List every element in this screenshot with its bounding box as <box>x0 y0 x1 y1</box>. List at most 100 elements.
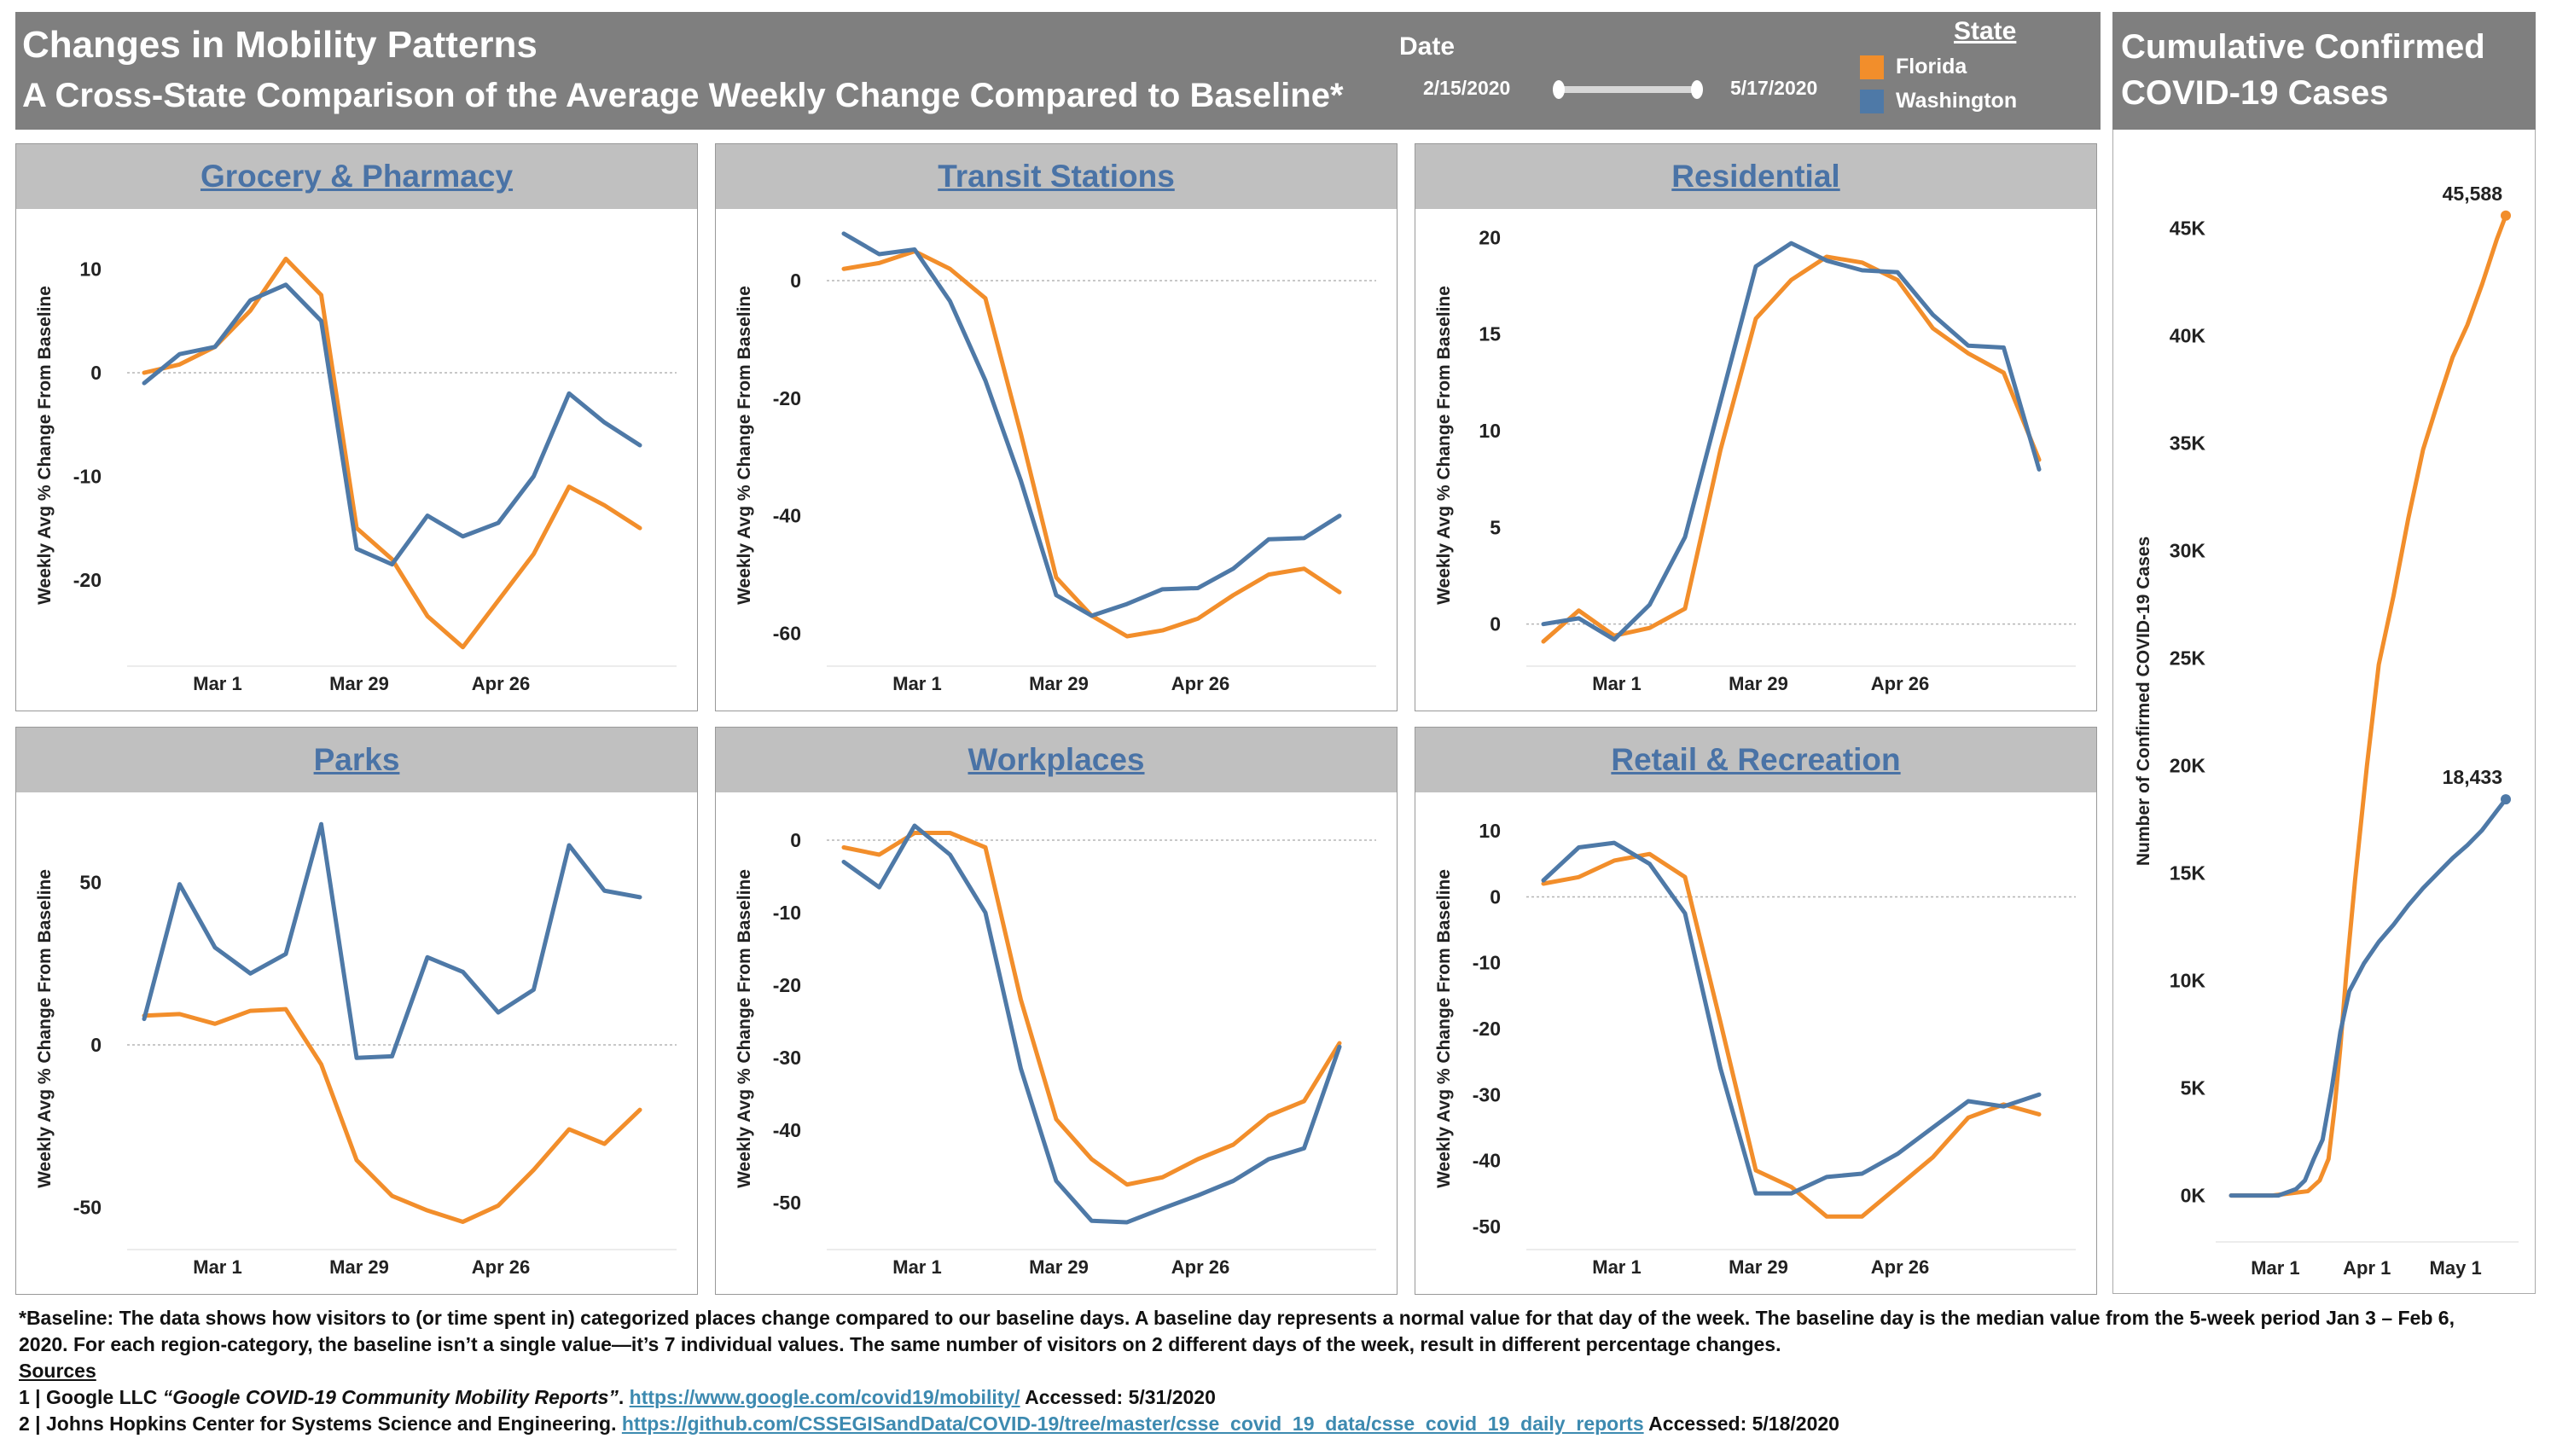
y-axis-label: Weekly Avg % Change From Baseline <box>35 869 55 1188</box>
legend-label: Washington <box>1896 89 2018 113</box>
y-tick-label: -20 <box>1473 1018 1501 1040</box>
series-line-florida <box>142 1006 642 1224</box>
y-tick-label: -50 <box>73 1196 102 1218</box>
series-end-marker <box>2501 210 2511 221</box>
panel-title[interactable]: Parks <box>313 742 400 777</box>
series-line-florida <box>2228 213 2508 1198</box>
series-end-marker <box>2501 794 2511 805</box>
y-axis-label: Weekly Avg % Change From Baseline <box>35 286 55 605</box>
date-filter-label: Date <box>1399 32 1456 61</box>
panel-title[interactable]: Transit Stations <box>938 159 1175 194</box>
series-line-washington <box>841 231 1342 618</box>
y-tick-label: 15 <box>1479 323 1501 345</box>
panel-title[interactable]: Workplaces <box>968 742 1145 777</box>
legend-swatch <box>1860 89 1884 113</box>
series-line-washington <box>142 821 642 1060</box>
x-tick-label: Apr 26 <box>1871 1256 1929 1278</box>
series-line-washington <box>841 823 1342 1225</box>
chart-retail-recreation: 10 0 -10 -20 -30 -40 -50 Mar 1 Mar 29 Apr 26 Weekl… <box>1434 820 2076 1278</box>
panel-title[interactable]: Grocery & Pharmacy <box>200 159 514 194</box>
x-tick-label: Mar 1 <box>1592 1256 1641 1278</box>
panel-title[interactable]: Residential <box>1671 159 1840 194</box>
x-tick-label: Mar 29 <box>329 1256 389 1278</box>
source-1-title: “Google COVID-19 Community Mobility Repo… <box>162 1386 619 1408</box>
y-axis-label: Weekly Avg % Change From Baseline <box>1434 869 1454 1188</box>
x-tick-label: Mar 1 <box>193 1256 241 1278</box>
y-tick-label: 5K <box>2181 1077 2206 1099</box>
source-1-link[interactable]: https://www.google.com/covid19/mobility/ <box>629 1386 1020 1408</box>
y-tick-label: 45K <box>2170 218 2206 240</box>
footer-notes: *Baseline: The data shows how visitors t… <box>19 1305 2536 1437</box>
chart-transit-stations: 0 -20 -40 -60 Mar 1 Mar 29 Apr 26 Weekly Avg % … <box>735 231 1376 694</box>
x-tick-label: Apr 26 <box>1171 1256 1229 1278</box>
date-slider-start-handle[interactable] <box>1553 80 1565 99</box>
series-line-florida <box>1541 851 2042 1219</box>
y-tick-label: -50 <box>1473 1215 1501 1238</box>
x-tick-label: Mar 29 <box>1729 673 1788 694</box>
series-end-label: 18,433 <box>2443 766 2502 788</box>
y-tick-label: 10 <box>79 258 102 281</box>
series-line-washington <box>142 282 642 567</box>
y-tick-label: 15K <box>2170 862 2206 885</box>
cases-panel: 45K 40K 35K 30K 25K 20K 15K 10K 5K 0K Mar 1 Apr 1 Ma… <box>2112 130 2536 1294</box>
panel-grocery-pharmacy: Grocery & Pharmacy 10 0 -10 -20 Mar 1 Mar 29 A… <box>15 143 698 711</box>
legend-swatch <box>1860 55 1884 79</box>
y-tick-label: -20 <box>73 569 102 591</box>
cases-header: Cumulative Confirmed COVID-19 Cases <box>2112 12 2536 130</box>
date-range-slider[interactable] <box>1558 86 1700 93</box>
y-tick-label: 40K <box>2170 325 2206 347</box>
y-tick-label: -60 <box>773 623 801 645</box>
y-tick-label: 50 <box>79 872 102 894</box>
series-line-florida <box>841 249 1342 639</box>
legend-item-florida[interactable]: Florida <box>1860 55 1967 79</box>
series-line-washington <box>1541 241 2042 642</box>
chart-cumulative-cases: 45K 40K 35K 30K 25K 20K 15K 10K 5K 0K Mar 1 Apr 1 Ma… <box>2134 183 2519 1279</box>
state-legend-title: State <box>1954 17 2017 45</box>
x-tick-label: Mar 29 <box>1029 1256 1089 1278</box>
y-axis-label: Number of Confirmed COVID-19 Cases <box>2134 537 2153 866</box>
y-tick-label: -40 <box>1473 1150 1501 1172</box>
cases-title-line2: COVID-19 Cases <box>2121 74 2389 112</box>
x-tick-label: May 1 <box>2430 1257 2482 1279</box>
y-tick-label: 10 <box>1479 820 1501 842</box>
series-line-florida <box>841 831 1342 1187</box>
y-tick-label: -30 <box>773 1047 801 1069</box>
x-tick-label: Mar 1 <box>1592 673 1641 694</box>
y-tick-label: -20 <box>773 974 801 996</box>
x-tick-label: Mar 29 <box>1029 673 1089 694</box>
panel-parks: Parks 50 0 -50 Mar 1 Mar 29 Apr 26 Weekly Avg … <box>15 727 698 1295</box>
date-range-end: 5/17/2020 <box>1730 77 1818 99</box>
y-tick-label: 0 <box>90 362 102 384</box>
x-tick-label: Apr 26 <box>1171 673 1229 694</box>
y-tick-label: 0 <box>790 270 801 292</box>
dashboard-subtitle: A Cross-State Comparison of the Average … <box>22 77 1344 114</box>
y-tick-label: 5 <box>1490 516 1501 538</box>
y-tick-label: 30K <box>2170 540 2206 562</box>
y-tick-label: 10K <box>2170 970 2206 992</box>
y-tick-label: -40 <box>773 1119 801 1141</box>
y-tick-label: 20K <box>2170 755 2206 777</box>
panel-title[interactable]: Retail & Recreation <box>1611 742 1901 777</box>
source-2-link[interactable]: https://github.com/CSSEGISandData/COVID-… <box>621 1412 1644 1435</box>
x-tick-label: Mar 1 <box>2251 1257 2299 1279</box>
series-line-florida <box>142 256 642 650</box>
x-tick-label: Mar 29 <box>329 673 389 694</box>
chart-parks: 50 0 -50 Mar 1 Mar 29 Apr 26 Weekly Avg % Chan… <box>35 821 677 1278</box>
x-tick-label: Mar 1 <box>892 673 941 694</box>
chart-residential: 20 15 10 5 0 Mar 1 Mar 29 Apr 26 Weekly Avg % Ch… <box>1434 226 2076 694</box>
series-line-florida <box>1541 254 2042 644</box>
x-tick-label: Apr 26 <box>1871 673 1929 694</box>
x-tick-label: Mar 29 <box>1729 1256 1788 1278</box>
y-tick-label: -10 <box>1473 952 1501 974</box>
legend-label: Florida <box>1896 55 1967 78</box>
y-tick-label: 25K <box>2170 647 2206 670</box>
y-tick-label: 0K <box>2181 1185 2206 1207</box>
sources-heading: Sources <box>19 1360 96 1382</box>
y-tick-label: -10 <box>773 902 801 924</box>
dashboard-title: Changes in Mobility Patterns <box>22 24 538 66</box>
source-1: 1 | Google LLC “Google COVID-19 Communit… <box>19 1386 1216 1408</box>
panel-residential: Residential 20 15 10 5 0 Mar 1 Mar 29 Apr 26 Wee… <box>1415 143 2097 711</box>
date-slider-end-handle[interactable] <box>1691 80 1703 99</box>
legend-item-washington[interactable]: Washington <box>1860 89 2017 113</box>
x-tick-label: Apr 1 <box>2343 1257 2391 1279</box>
